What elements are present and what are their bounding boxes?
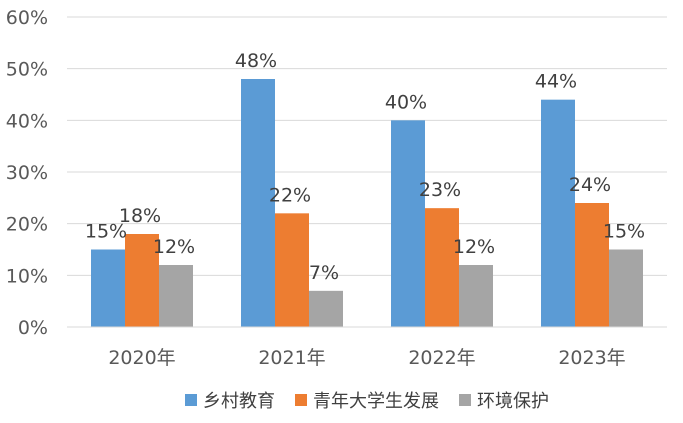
data-label: 12% — [453, 236, 495, 258]
legend-item: 青年大学生发展 — [295, 391, 439, 412]
legend-swatch — [459, 394, 471, 406]
data-label: 23% — [419, 179, 461, 201]
y-tick-label: 10% — [6, 265, 48, 287]
bar — [91, 249, 125, 327]
y-tick-label: 30% — [6, 162, 48, 184]
data-label: 40% — [385, 91, 427, 113]
bar — [459, 265, 493, 327]
data-label: 22% — [269, 184, 311, 206]
data-label: 24% — [569, 174, 611, 196]
bar — [159, 265, 193, 327]
x-tick-label: 2022年 — [408, 347, 475, 369]
data-label: 12% — [153, 236, 195, 258]
data-label: 15% — [603, 221, 645, 243]
x-tick-label: 2021年 — [258, 347, 325, 369]
x-tick-label: 2023年 — [558, 347, 625, 369]
bar — [241, 79, 275, 327]
y-tick-label: 40% — [6, 110, 48, 132]
data-label: 15% — [85, 221, 127, 243]
data-labels: 15%18%12%48%22%7%40%23%12%44%24%15% — [85, 50, 645, 284]
legend-label: 环境保护 — [477, 391, 549, 412]
bar — [125, 234, 159, 327]
data-label: 48% — [235, 50, 277, 72]
bar — [425, 208, 459, 327]
legend: 乡村教育 青年大学生发展 环境保护 — [185, 391, 549, 412]
bars — [91, 79, 643, 328]
legend-swatch — [295, 394, 307, 406]
y-tick-label: 50% — [6, 59, 48, 81]
y-tick-label: 60% — [6, 7, 48, 29]
legend-item: 乡村教育 — [185, 391, 275, 412]
y-tick-label: 0% — [18, 317, 48, 339]
bar — [609, 249, 643, 327]
y-tick-label: 20% — [6, 214, 48, 236]
legend-swatch — [185, 394, 197, 406]
y-axis: 0% 10% 20% 30% 40% 50% 60% — [6, 7, 48, 339]
bar — [575, 203, 609, 327]
data-label: 18% — [119, 205, 161, 227]
data-label: 7% — [309, 262, 339, 284]
legend-label: 乡村教育 — [203, 391, 275, 412]
bar — [541, 99, 575, 328]
bar — [391, 120, 425, 327]
data-label: 44% — [535, 71, 577, 93]
bar — [309, 290, 343, 327]
legend-item: 环境保护 — [459, 391, 549, 412]
x-axis: 2020年 2021年 2022年 2023年 — [67, 326, 667, 369]
x-tick-label: 2020年 — [108, 347, 175, 369]
legend-label: 青年大学生发展 — [313, 391, 439, 412]
bar — [275, 213, 309, 327]
